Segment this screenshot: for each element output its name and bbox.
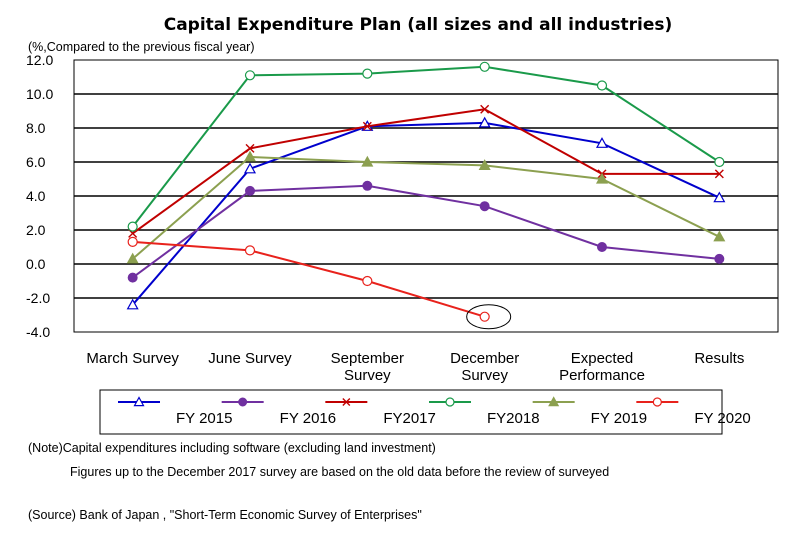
series-line [131, 65, 720, 228]
y-tick-label: -4.0 [26, 324, 50, 340]
legend-label: FY2017 [383, 410, 436, 427]
data-point [445, 397, 455, 407]
legend-label: FY2018 [487, 410, 540, 427]
x-category-label: September [331, 350, 404, 367]
data-point [238, 397, 248, 407]
series-line [132, 240, 485, 318]
data-point [245, 143, 255, 153]
data-point [362, 275, 373, 287]
y-axis-unit-label: (%,Compared to the previous fiscal year) [28, 40, 254, 54]
legend-label: FY 2016 [280, 410, 336, 427]
y-tick-label: 0.0 [26, 256, 46, 272]
data-point [714, 253, 725, 264]
data-point [244, 70, 256, 81]
legend: FY 2015 FY 2016 FY2017 FY2018 FY 2019 FY 2020 [99, 389, 751, 435]
series-line [132, 108, 720, 235]
note-text-2: Figures up to the December 2017 survey a… [70, 465, 610, 479]
data-point [342, 398, 351, 406]
data-point [479, 61, 490, 72]
data-point [595, 172, 609, 184]
note-text: (Note)Capital expenditures including sof… [28, 441, 436, 455]
y-tick-label: 4.0 [26, 188, 46, 204]
x-category-label: Results [694, 350, 744, 367]
y-tick-label: 10.0 [26, 86, 53, 102]
data-point [548, 396, 560, 407]
y-tick-label: -2.0 [26, 290, 50, 306]
series-line [131, 121, 720, 306]
source-text: (Source) Bank of Japan , "Short-Term Eco… [28, 508, 422, 522]
data-point [127, 221, 138, 232]
data-point [245, 185, 255, 196]
data-point [595, 137, 609, 148]
legend-label: FY 2020 [694, 410, 750, 427]
series-line [132, 155, 720, 260]
data-point-stroke [480, 104, 490, 114]
series-fy2018 [127, 61, 725, 232]
data-point [244, 245, 256, 256]
series-fy-2015 [126, 116, 726, 310]
y-tick-label: 6.0 [26, 154, 46, 170]
data-point [713, 191, 726, 203]
data-point [478, 116, 491, 128]
data-point [713, 230, 726, 242]
data-point [479, 311, 490, 322]
y-axis-ticks: 12.0 10.0 8.0 6.0 4.0 2.0 0.0 -2.0 -4.0 [26, 52, 53, 340]
y-tick-label: 12.0 [26, 52, 53, 68]
series-fy-2020 [127, 236, 490, 322]
data-point [126, 252, 139, 264]
series-line [132, 184, 720, 279]
x-axis-categories: March Survey June Survey SeptemberSurveyDe… [86, 350, 744, 384]
data-point [126, 298, 139, 310]
data-point [714, 169, 724, 179]
data-point-stroke [714, 169, 724, 179]
data-point [133, 396, 145, 407]
data-point [596, 80, 608, 91]
x-category-label: Survey [344, 367, 391, 384]
legend-label: FY 2019 [591, 410, 647, 427]
data-point [361, 155, 374, 167]
legend-label: FY 2015 [176, 410, 232, 427]
data-point [597, 242, 607, 252]
data-point [362, 180, 373, 191]
data-point [243, 150, 257, 162]
data-point [478, 159, 491, 170]
y-tick-label: 8.0 [26, 120, 46, 136]
x-category-label: Expected [571, 350, 634, 367]
data-point-stroke [362, 121, 372, 131]
data-point [652, 397, 662, 407]
data-point [480, 104, 490, 114]
data-point-stroke [245, 143, 255, 153]
x-category-label: Survey [461, 367, 508, 384]
data-point [714, 156, 725, 168]
data-point [362, 121, 372, 131]
legend-box [99, 389, 723, 435]
x-category-label: Performance [559, 367, 645, 384]
data-point [127, 272, 138, 283]
data-point [479, 201, 490, 212]
series-lines [126, 61, 726, 322]
highlight-ellipse [466, 304, 512, 330]
x-category-label: June Survey [208, 350, 292, 367]
series-fy-2019 [126, 150, 726, 264]
annotations [466, 304, 512, 330]
data-point-stroke [342, 398, 351, 406]
series-fy-2016 [127, 180, 725, 283]
x-category-label: December [450, 350, 519, 367]
x-category-label: March Survey [86, 350, 179, 367]
data-point [127, 236, 138, 247]
data-point [362, 68, 373, 79]
chart-title: Capital Expenditure Plan (all sizes and … [164, 15, 673, 35]
plot-area [73, 59, 779, 333]
data-point [243, 162, 257, 174]
y-tick-label: 2.0 [26, 222, 46, 238]
